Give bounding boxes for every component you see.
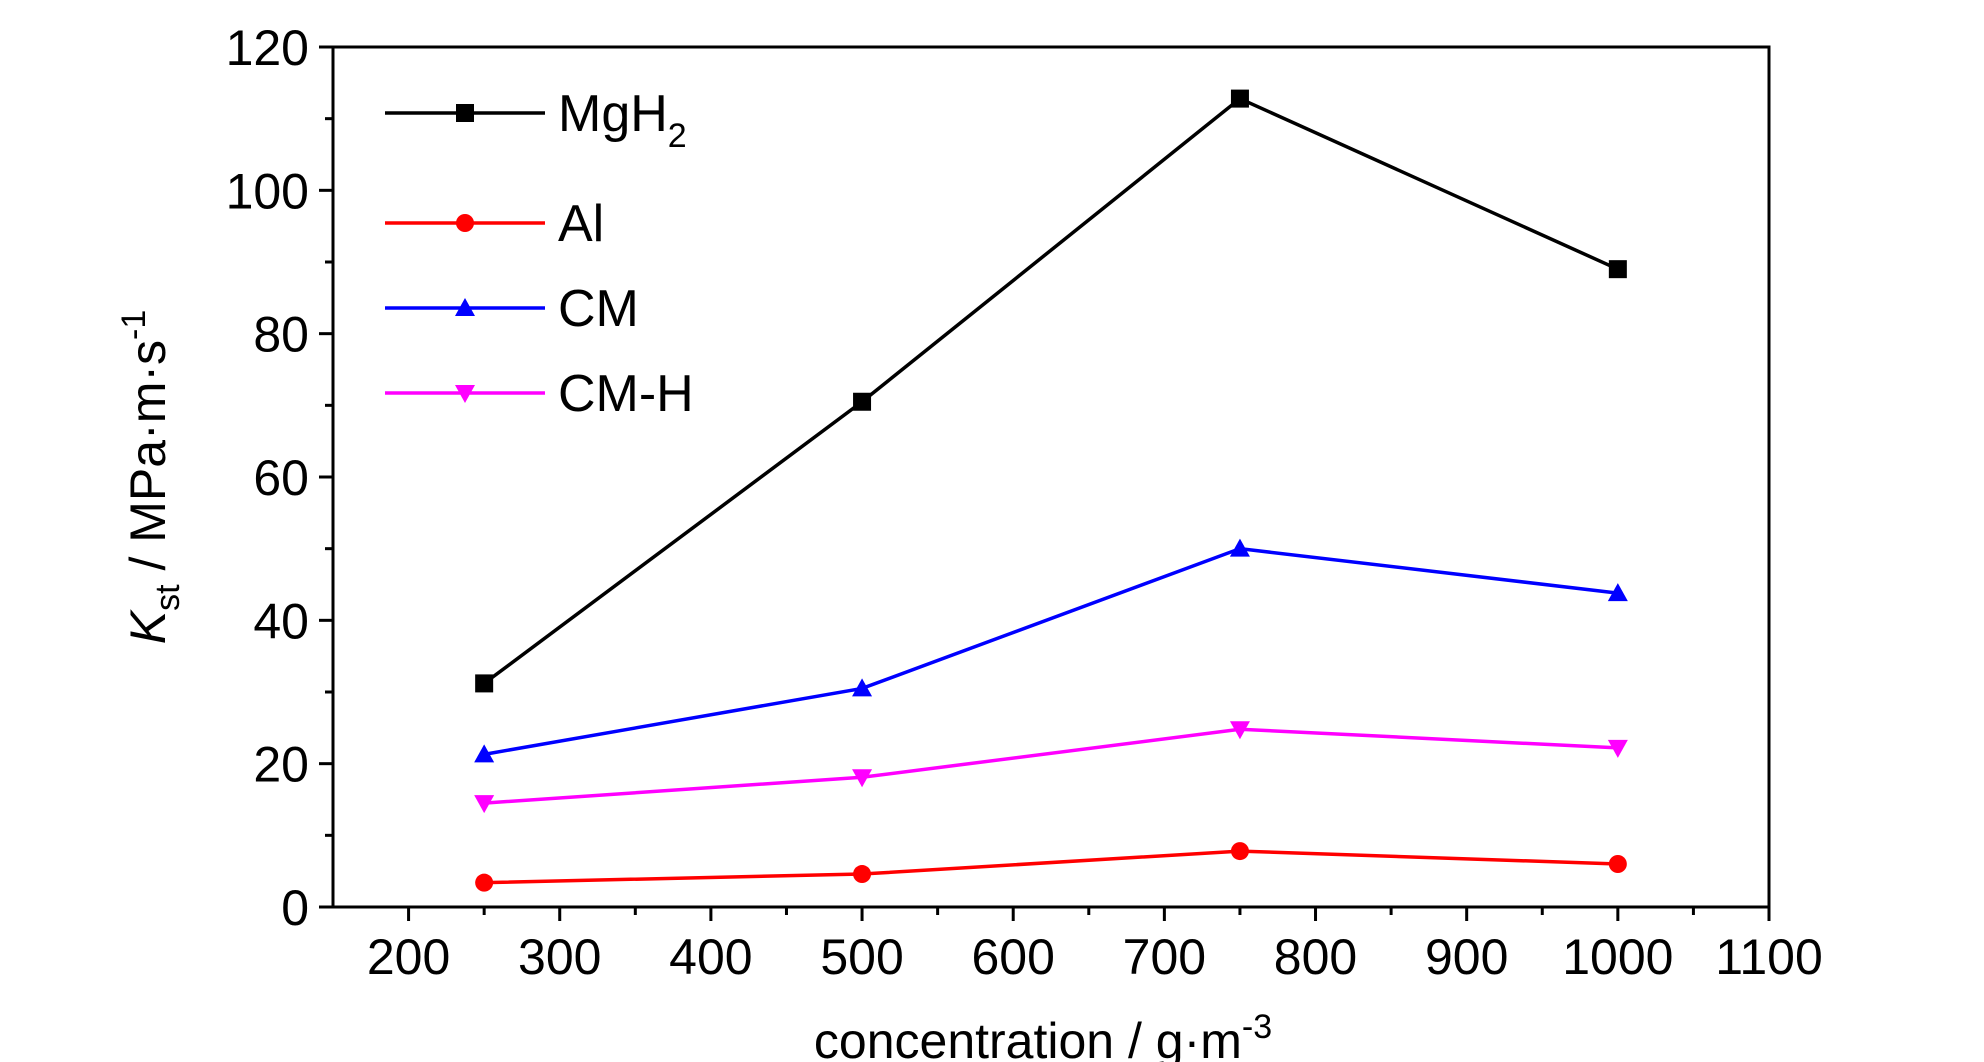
x-tick-label: 600 <box>971 929 1054 985</box>
series-line-mgh <box>483 96 1619 685</box>
plot-frame <box>331 45 1771 909</box>
y-tick-label: 40 <box>253 593 309 649</box>
data-point-cm-h <box>474 795 495 814</box>
y-tick-label: 60 <box>253 450 309 506</box>
legend-item-cm: CM <box>385 280 639 338</box>
legend-label: CM-H <box>558 365 694 423</box>
data-point-cm-h <box>1607 739 1628 758</box>
legend-marker <box>456 214 474 232</box>
data-point-al <box>475 873 494 892</box>
y-axis-title: Kst / MPa·m·s-1 <box>115 310 187 644</box>
x-tick-label: 700 <box>1123 929 1206 985</box>
series-cm <box>474 538 1628 763</box>
legend-label: Al <box>558 195 604 253</box>
x-axis: 200 300 400 500 600 700 800 900 1000 1100 <box>367 907 1823 985</box>
data-point-cm <box>1607 583 1628 602</box>
x-tick-label: 300 <box>518 929 601 985</box>
data-point-cm-h <box>1229 721 1250 740</box>
series-cm-h <box>474 721 1628 814</box>
legend-item-al: Al <box>385 195 604 253</box>
data-point-cm-h <box>852 769 873 788</box>
series-line-al <box>484 849 1618 885</box>
legend-item-cm-h: CM-H <box>385 365 694 423</box>
legend-marker <box>456 104 474 122</box>
legend: MgH2 Al CM CM-H <box>385 85 694 423</box>
y-tick-label: 20 <box>253 737 309 793</box>
data-point-mgh <box>475 674 494 693</box>
y-tick-label: 80 <box>253 307 309 363</box>
y-tick-label: 120 <box>226 20 309 76</box>
x-tick-label: 1000 <box>1562 929 1673 985</box>
x-tick-label: 1100 <box>1715 929 1823 985</box>
x-tick-label: 200 <box>367 929 450 985</box>
series-mgh <box>475 89 1627 693</box>
series-al <box>475 842 1627 892</box>
data-point-mgh <box>1230 89 1249 108</box>
legend-label: MgH2 <box>558 85 687 155</box>
series-layer <box>474 89 1628 892</box>
y-tick-label: 0 <box>281 880 309 936</box>
data-point-mgh <box>853 392 872 411</box>
legend-marker <box>455 298 475 316</box>
x-tick-label: 800 <box>1274 929 1357 985</box>
data-point-cm <box>852 678 873 697</box>
legend-label: CM <box>558 280 639 338</box>
legend-item-mgh: MgH2 <box>385 85 687 155</box>
legend-marker <box>455 385 475 403</box>
y-axis: 0 20 40 60 80 100 120 <box>226 20 333 936</box>
x-tick-label: 500 <box>820 929 903 985</box>
series-line-cm <box>483 546 1619 757</box>
series-line-cm-h <box>484 727 1618 805</box>
data-point-al <box>1230 842 1249 861</box>
data-point-cm <box>1229 538 1250 557</box>
data-point-cm <box>474 744 495 763</box>
y-tick-label: 100 <box>226 163 309 219</box>
x-tick-label: 400 <box>669 929 752 985</box>
data-point-al <box>853 865 872 884</box>
x-axis-title: concentration / g·m-3 <box>814 1008 1272 1062</box>
data-point-mgh <box>1608 260 1627 279</box>
data-point-al <box>1608 855 1627 873</box>
x-tick-label: 900 <box>1425 929 1508 985</box>
